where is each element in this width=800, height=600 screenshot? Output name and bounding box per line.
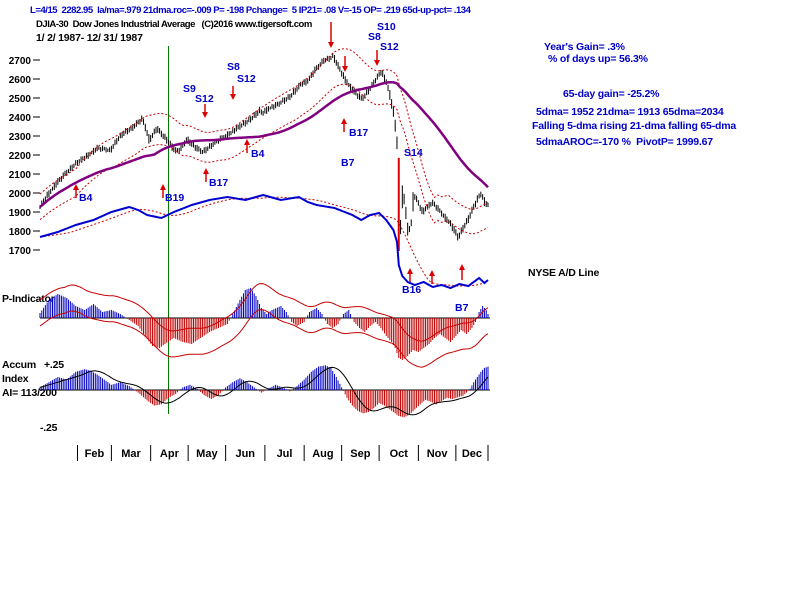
- accum-label: Accum: [2, 359, 37, 371]
- ad-ma-line: [39, 196, 489, 287]
- month-label: Jun: [235, 448, 255, 460]
- ad-line: [39, 193, 489, 290]
- y-tick-label: 2300: [9, 132, 32, 143]
- buy-signal-label: B17: [209, 177, 228, 189]
- y-tick-label: 2100: [9, 170, 32, 181]
- buy-arrowhead-icon: [459, 264, 465, 270]
- buy-arrowhead-icon: [160, 184, 166, 190]
- sell-arrowhead-icon: [202, 112, 208, 118]
- month-label: Feb: [85, 448, 105, 460]
- sell-arrowhead-icon: [328, 42, 334, 48]
- sell-signal-label: S8: [227, 61, 240, 73]
- month-label: May: [196, 448, 218, 460]
- y-tick-label: 2200: [9, 151, 32, 162]
- price-pane: [39, 48, 489, 251]
- buy-arrowhead-icon: [73, 184, 79, 190]
- y-tick-label: 1800: [9, 227, 32, 238]
- accum-upper-label: +.25: [44, 359, 64, 371]
- sell-signal-label: S9: [183, 83, 196, 95]
- p-indicator-pane: [39, 283, 490, 368]
- price-y-axis: 2700 2600 2500 2400 2300 2200 2100 2000 1900 1800…: [9, 56, 40, 257]
- ma65-line: [39, 80, 489, 208]
- y-tick-label: 1900: [9, 208, 32, 219]
- buy-signal-label: B16: [402, 284, 421, 296]
- month-label: Apr: [160, 448, 180, 460]
- accum-lower-label: -.25: [40, 422, 58, 434]
- years-gain-stat: Year's Gain= .3%: [544, 41, 625, 53]
- month-axis: Feb Mar Apr May Jun Jul Aug Sep Oct Nov Dec: [76, 445, 489, 461]
- sell-signal-label: S14: [404, 147, 423, 159]
- buy-signal-label: B7: [455, 302, 469, 314]
- signal-arrows: [73, 22, 465, 284]
- month-label: Oct: [390, 448, 409, 460]
- buy-arrowhead-icon: [203, 168, 209, 174]
- index-label: Index: [2, 373, 29, 385]
- sell-signal-label: S12: [195, 93, 214, 105]
- sell-signal-label: S12: [237, 73, 256, 85]
- month-label: Sep: [350, 448, 370, 460]
- buy-signal-label: B4: [79, 192, 93, 204]
- month-label: Mar: [121, 448, 141, 460]
- sell-arrowhead-icon: [342, 66, 348, 72]
- sell-signal-label: S8: [368, 31, 381, 43]
- upper-band-line: [39, 48, 489, 210]
- aroc-pivot-stat: 5dmaAROC=-170 % PivotP= 1999.67: [536, 136, 713, 148]
- buy-signal-label: B7: [341, 157, 355, 169]
- buy-arrowhead-icon: [429, 270, 435, 276]
- ad-line-pane: [39, 193, 489, 290]
- y-tick-label: 1700: [9, 246, 32, 257]
- y-tick-label: 2600: [9, 75, 32, 86]
- buy-signal-label: B17: [349, 127, 368, 139]
- buy-signal-label: B19: [165, 192, 184, 204]
- y-tick-label: 2400: [9, 113, 32, 124]
- date-range: 1/ 2/ 1987- 12/ 31/ 1987: [36, 32, 143, 44]
- month-label: Aug: [312, 448, 333, 460]
- chart-title: DJIA-30 Dow Jones Industrial Average (C)…: [36, 19, 312, 30]
- ad-line-label: NYSE A/D Line: [528, 267, 600, 279]
- buy-arrowhead-icon: [244, 139, 250, 145]
- stats-line: L=4/15 2282.95 la/ma=.979 21dma.roc=-.00…: [30, 5, 471, 16]
- month-label: Dec: [462, 448, 482, 460]
- y-tick-label: 2000: [9, 189, 32, 200]
- month-label: Nov: [427, 448, 449, 460]
- p-indicator-label: P-Indicator: [2, 293, 55, 305]
- sell-signal-label: S12: [380, 41, 399, 53]
- p-envelope-lower: [39, 309, 489, 368]
- buy-arrowhead-icon: [407, 268, 413, 274]
- p-envelope-upper: [39, 283, 489, 342]
- sell-signal-label: S10: [377, 21, 396, 33]
- buy-arrowhead-icon: [341, 118, 347, 124]
- accum-pane: [39, 365, 490, 418]
- buy-signal-label: B4: [251, 148, 265, 160]
- sell-arrowhead-icon: [230, 94, 236, 100]
- days-up-stat: % of days up= 56.3%: [548, 53, 648, 65]
- gain-65d-stat: 65-day gain= -25.2%: [563, 88, 660, 100]
- month-label: Jul: [277, 448, 293, 460]
- dma-values-stat: 5dma= 1952 21dma= 1913 65dma=2034: [536, 106, 724, 118]
- accum-ma-line: [39, 366, 489, 416]
- y-tick-label: 2500: [9, 94, 32, 105]
- sell-arrowhead-icon: [374, 60, 380, 66]
- dma-trend-stat: Falling 5-dma rising 21-dma falling 65-d…: [532, 120, 736, 132]
- y-tick-label: 2700: [9, 56, 32, 67]
